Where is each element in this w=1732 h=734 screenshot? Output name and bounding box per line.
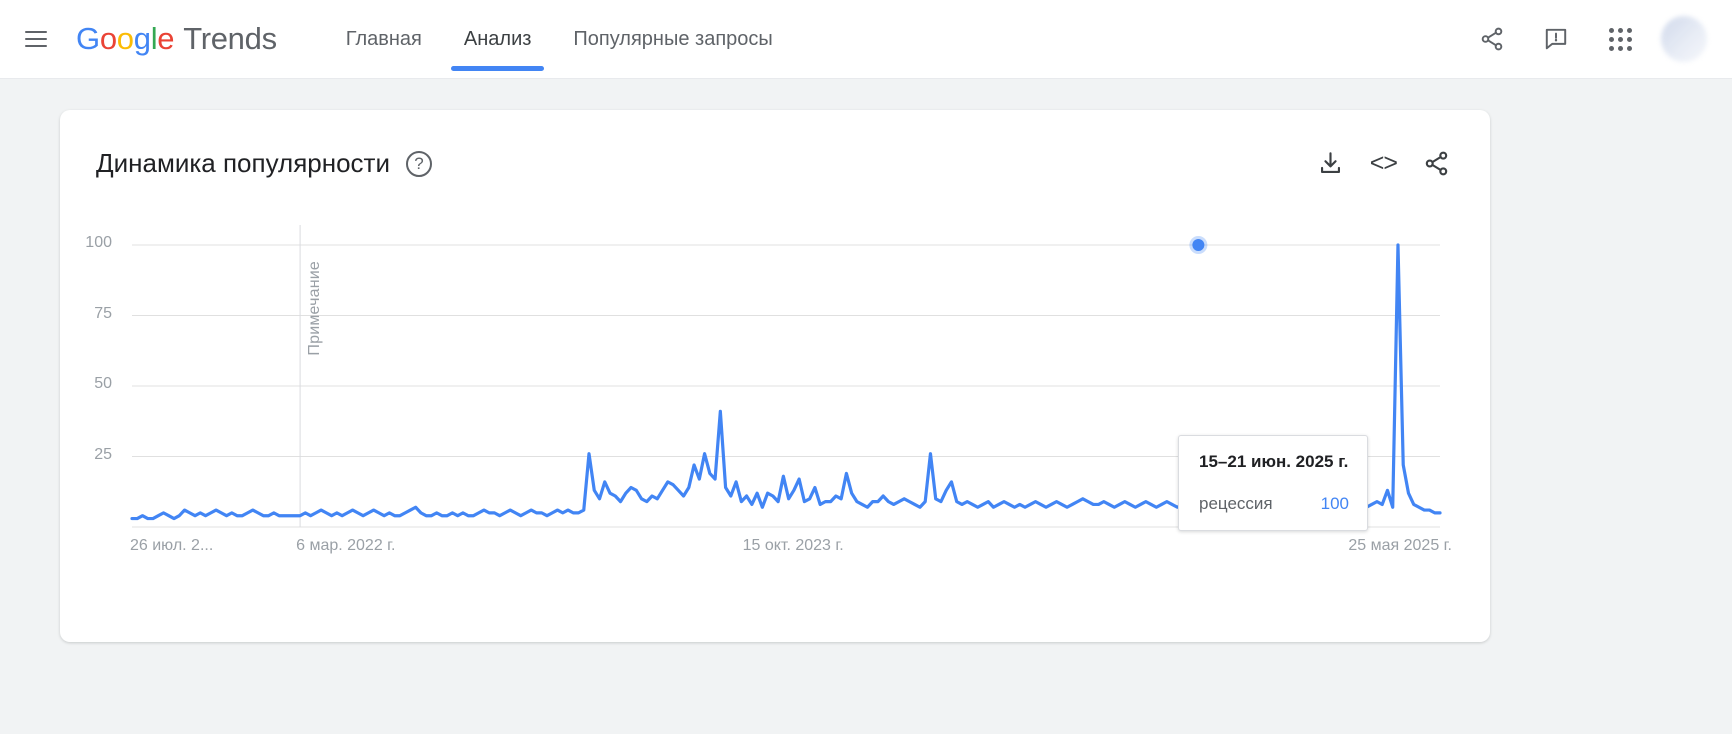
hamburger-bar <box>25 38 47 40</box>
page-title: Динамика популярности <box>96 148 390 178</box>
logo-letter-e: e <box>157 21 175 56</box>
nav-item-explore[interactable]: Анализ <box>450 0 545 79</box>
hamburger-menu-icon[interactable] <box>12 15 60 63</box>
logo-letter-g2: g <box>133 21 151 56</box>
logo-letter-g: G <box>76 21 100 56</box>
nav-item-trending[interactable]: Популярные запросы <box>573 27 773 50</box>
x-axis-tick: 25 мая 2025 г. <box>1348 537 1452 554</box>
help-icon[interactable]: ? <box>406 150 432 177</box>
annotation-label: Примечание <box>306 261 324 356</box>
y-axis-tick: 50 <box>94 375 112 392</box>
trends-chart[interactable]: 25 50 75 100 26 июл. 2... 6 мар. 2022 г. 15 о… <box>60 197 1490 617</box>
logo-letter-o2: o <box>116 21 134 56</box>
embed-icon[interactable]: <> <box>1369 149 1398 177</box>
feedback-icon[interactable] <box>1530 13 1582 65</box>
logo-trends-word: Trends <box>183 21 277 56</box>
logo-letter-l: l <box>150 21 158 56</box>
hamburger-bar <box>25 31 47 33</box>
y-axis-tick: 100 <box>85 234 112 251</box>
apps-grid-icon[interactable] <box>1594 13 1646 65</box>
tooltip-row: рецессия 100 <box>1199 494 1349 514</box>
x-axis-tick: 6 мар. 2022 г. <box>296 537 396 554</box>
x-axis-tick: 26 июл. 2... <box>130 537 214 554</box>
nav-item-home[interactable]: Главная <box>345 27 422 50</box>
x-axis-tick: 15 окт. 2023 г. <box>742 537 844 554</box>
y-axis-tick: 25 <box>94 445 112 463</box>
download-icon[interactable] <box>1317 150 1344 177</box>
hamburger-bar <box>25 45 47 47</box>
card-header: Динамика популярности ? <> <box>60 110 1490 179</box>
header-actions <box>1466 13 1732 65</box>
chart-tooltip: 15–21 июн. 2025 г. рецессия 100 <box>1178 435 1368 531</box>
share-icon[interactable] <box>1466 13 1518 65</box>
logo-letter-o1: o <box>99 21 117 56</box>
tooltip-date: 15–21 июн. 2025 г. <box>1199 452 1349 471</box>
tooltip-term: рецессия <box>1199 494 1273 513</box>
tooltip-value: 100 <box>1320 494 1349 513</box>
apps-grid-dots <box>1608 27 1632 51</box>
trends-over-time-card: Динамика популярности ? <> 25 50 75 100 26 … <box>60 110 1490 642</box>
card-toolbar: <> <box>1317 149 1450 178</box>
main-nav: Главная Анализ Популярные запросы <box>333 0 802 79</box>
avatar[interactable] <box>1658 13 1710 65</box>
share-icon[interactable] <box>1423 150 1450 177</box>
avatar-image <box>1661 16 1707 62</box>
y-axis-tick: 75 <box>94 304 112 322</box>
